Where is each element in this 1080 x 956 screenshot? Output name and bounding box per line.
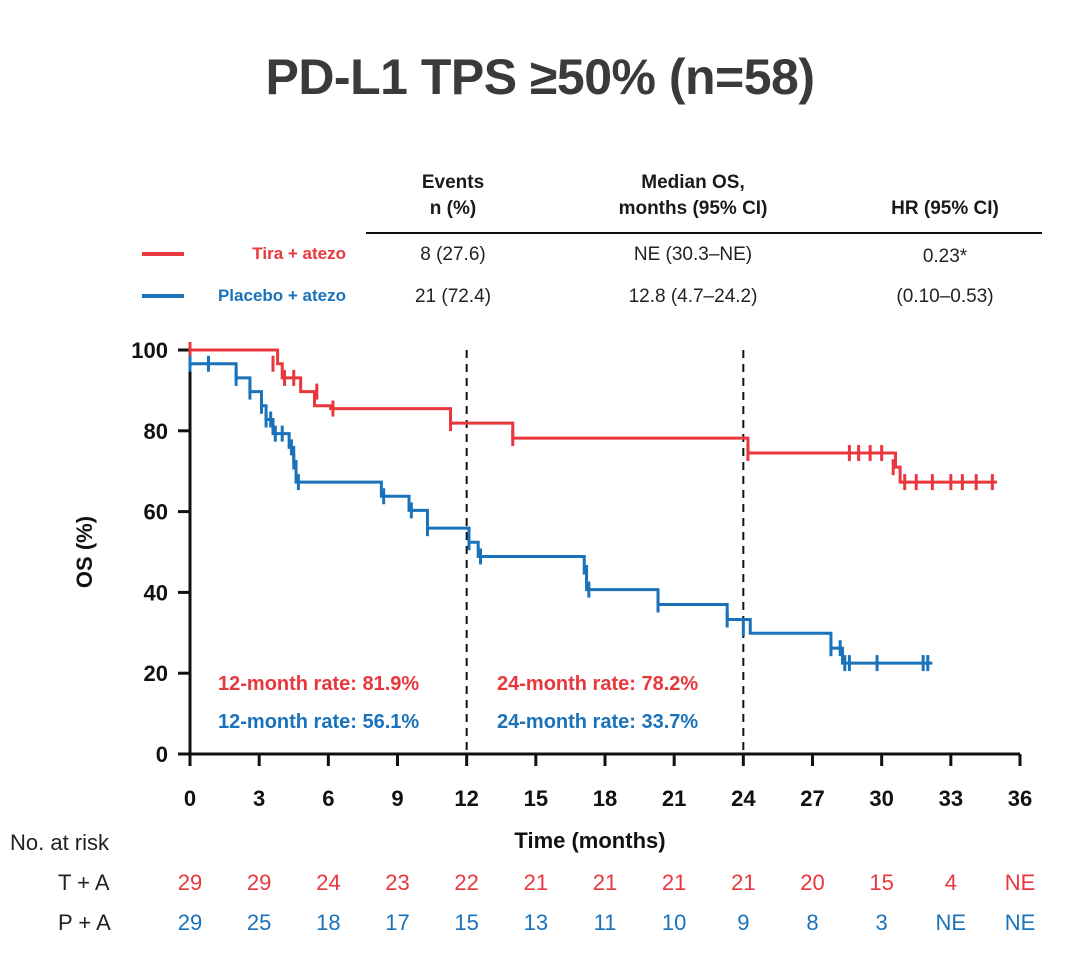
hr-value: 0.23*: [922, 246, 968, 267]
x-tick-label: 33: [939, 786, 963, 811]
events-header: Events n (%): [383, 170, 523, 222]
rate-annotation: 24-month rate: 33.7%: [497, 711, 698, 733]
risk-cell: NE: [1004, 910, 1036, 935]
series-line-tira: [190, 348, 997, 484]
risk-cell: 9: [737, 910, 750, 935]
risk-cell: 10: [661, 910, 687, 935]
events-tira: 8 (27.6): [420, 244, 486, 265]
x-tick-label: 12: [454, 786, 478, 811]
risk-cell: 3: [875, 910, 888, 935]
y-tick-label: 40: [144, 580, 168, 605]
legend-label-tira: Tira + atezo: [252, 244, 346, 263]
median-tira: NE (30.3–NE): [633, 244, 753, 265]
risk-cell: 22: [454, 870, 479, 895]
x-tick-label: 27: [800, 786, 824, 811]
events-header-line2: n (%): [429, 198, 477, 219]
x-tick-label: 30: [869, 786, 893, 811]
hr-header: HR (95% CI): [891, 198, 999, 219]
risk-cell: 15: [869, 870, 894, 895]
x-tick-label: 0: [184, 786, 196, 811]
x-tick-label: 24: [731, 786, 756, 811]
x-tick-label: 18: [593, 786, 617, 811]
risk-cell: 29: [246, 870, 272, 895]
median-header-line2: months (95% CI): [618, 198, 768, 219]
median-header: Median OS, months (95% CI): [573, 170, 813, 222]
x-tick-label: 9: [391, 786, 403, 811]
y-tick-label: 60: [144, 500, 168, 525]
legend-label-placebo: Placebo + atezo: [217, 286, 346, 305]
risk-cell: 21: [592, 870, 618, 895]
risk-cell: 20: [800, 870, 825, 895]
risk-table-title: No. at risk: [10, 830, 110, 855]
median-header-line1: Median OS,: [641, 172, 745, 193]
risk-cell: 15: [454, 910, 479, 935]
risk-cell: 8: [806, 910, 819, 935]
rate-annotation: 12-month rate: 56.1%: [218, 711, 419, 733]
rate-annotation: 24-month rate: 78.2%: [497, 673, 698, 695]
events-placebo: 21 (72.4): [414, 286, 492, 307]
x-tick-label: 15: [524, 786, 548, 811]
chart-title: PD-L1 TPS ≥50% (n=58): [265, 49, 815, 105]
x-tick-label: 36: [1008, 786, 1032, 811]
risk-cell: NE: [1004, 870, 1036, 895]
risk-cell: 13: [523, 910, 549, 935]
risk-cell: 25: [246, 910, 272, 935]
risk-row-label-ta: T + A: [58, 870, 110, 895]
x-axis-label: Time (months): [514, 828, 665, 853]
series-line-placebo: [190, 362, 933, 665]
y-tick-label: 20: [144, 661, 168, 686]
risk-cell: 29: [177, 910, 203, 935]
y-tick-label: 80: [144, 419, 168, 444]
risk-cell: 11: [593, 910, 617, 935]
y-tick-label: 100: [131, 338, 168, 363]
y-tick-label: 0: [156, 742, 168, 767]
risk-cell: NE: [935, 910, 967, 935]
rate-annotation: 12-month rate: 81.9%: [218, 673, 419, 695]
x-tick-label: 6: [322, 786, 334, 811]
events-header-line1: Events: [421, 172, 485, 193]
risk-cell: 17: [385, 910, 410, 935]
table-header-rule: [366, 232, 1042, 234]
y-axis-label: OS (%): [72, 516, 97, 588]
x-tick-label: 3: [253, 786, 265, 811]
hr-ci: (0.10–0.53): [896, 286, 994, 307]
risk-cell: 21: [661, 870, 687, 895]
x-tick-label: 21: [662, 786, 686, 811]
risk-cell: 21: [731, 870, 756, 895]
risk-cell: 29: [177, 870, 203, 895]
risk-cell: 18: [316, 910, 341, 935]
median-placebo: 12.8 (4.7–24.2): [628, 286, 758, 307]
risk-cell: 4: [944, 870, 957, 895]
risk-cell: 21: [523, 870, 549, 895]
risk-cell: 23: [385, 870, 410, 895]
risk-cell: 24: [316, 870, 341, 895]
risk-row-label-pa: P + A: [58, 910, 111, 935]
